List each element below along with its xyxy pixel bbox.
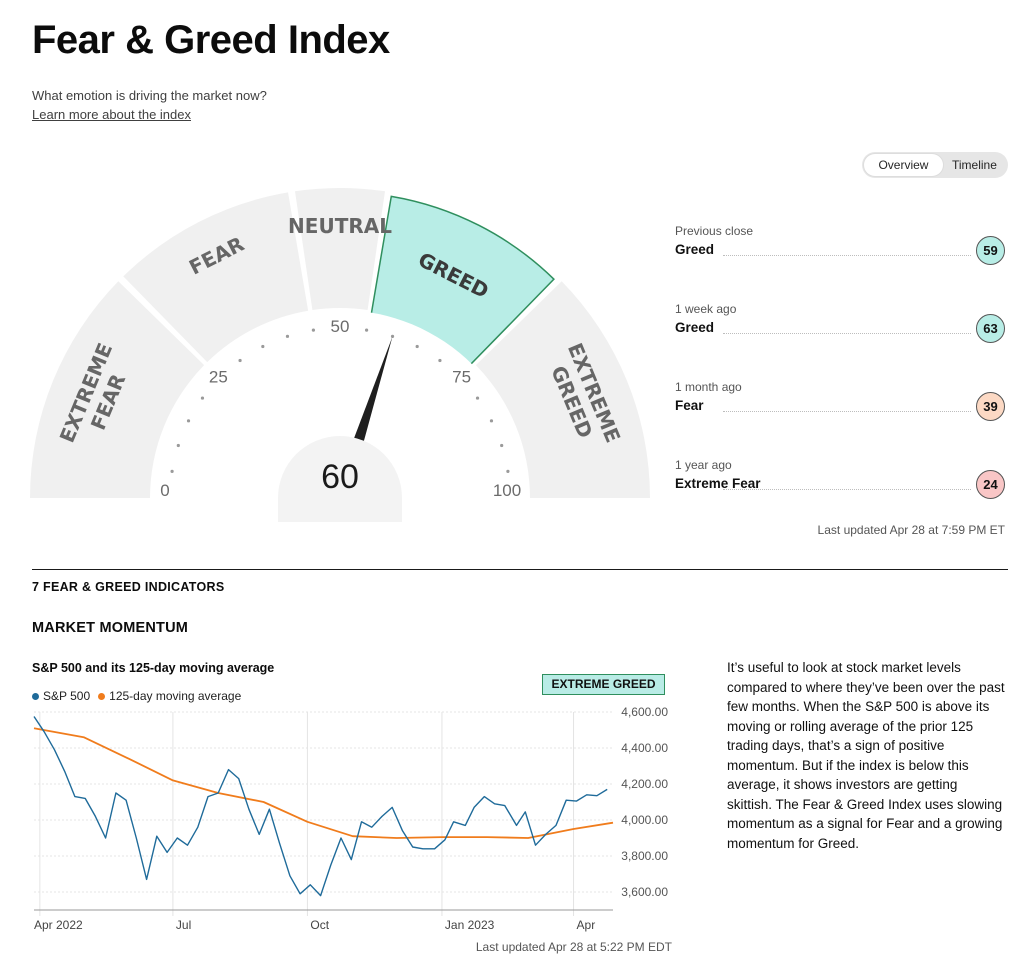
history-previous-close: Previous close Greed 59 — [675, 224, 1005, 265]
history-score-badge: 39 — [976, 392, 1005, 421]
legend-dot-icon — [98, 693, 106, 701]
y-tick-label: 4,000.00 — [621, 813, 668, 827]
gauge-tick-dot — [489, 419, 494, 423]
series-line-125-day-moving-average — [33, 727, 614, 839]
section-divider — [32, 569, 1008, 570]
gauge-tick-dot — [415, 344, 419, 349]
history-label: Greed — [675, 320, 715, 335]
gauge-hub-base — [278, 498, 402, 522]
gauge-segment-extreme-greed — [475, 281, 650, 498]
chart-legend: S&P 500 125-day moving average — [32, 689, 241, 703]
gauge-segment-fear — [123, 192, 309, 363]
history-label: Fear — [675, 398, 704, 413]
gauge-tick-dot — [475, 396, 480, 400]
x-tick-label: Jul — [176, 918, 191, 932]
gauge-tick-dot — [438, 358, 442, 363]
overview-tab[interactable]: Overview — [864, 154, 943, 176]
fear-greed-gauge: EXTREMEFEARFEARNEUTRALGREEDEXTREMEGREED0… — [30, 188, 650, 522]
y-tick-label: 4,200.00 — [621, 777, 668, 791]
momentum-rating-badge: EXTREME GREED — [542, 674, 665, 695]
history-1-year-ago: 1 year ago Extreme Fear 24 — [675, 458, 1005, 499]
gauge-segment-label: NEUTRAL — [288, 214, 392, 238]
dotted-leader — [723, 411, 971, 412]
gauge-value: 60 — [321, 458, 359, 496]
gauge-tick-label: 50 — [331, 317, 350, 336]
history-label: Greed — [675, 242, 715, 257]
last-updated-top: Last updated Apr 28 at 7:59 PM ET — [817, 523, 1005, 537]
gauge-tick-label: 75 — [452, 367, 471, 386]
y-tick-label: 4,400.00 — [621, 741, 668, 755]
x-tick-label: Oct — [310, 918, 329, 932]
history-score-badge: 63 — [976, 314, 1005, 343]
legend-item-sp500: S&P 500 — [32, 689, 90, 703]
market-momentum-title: MARKET MOMENTUM — [32, 620, 189, 636]
dotted-leader — [723, 255, 971, 256]
gauge-tick-dot — [176, 443, 180, 448]
history-when: 1 week ago — [675, 302, 737, 316]
timeline-tab[interactable]: Timeline — [951, 158, 997, 172]
y-tick-label: 3,600.00 — [621, 885, 668, 899]
gauge-tick-dot — [500, 443, 504, 448]
x-tick-label: Apr 2022 — [34, 918, 83, 932]
gauge-tick-dot — [170, 469, 174, 474]
gauge-inner-face — [152, 310, 528, 498]
gauge-tick-label: 0 — [160, 481, 169, 500]
gauge-hub — [278, 436, 402, 498]
chart-title: S&P 500 and its 125-day moving average — [32, 661, 275, 675]
y-tick-label: 3,800.00 — [621, 849, 668, 863]
gauge-tick-dot — [364, 328, 369, 332]
learn-more-link[interactable]: Learn more about the index — [32, 107, 191, 122]
history-score-badge: 59 — [976, 236, 1005, 265]
x-tick-label: Jan 2023 — [445, 918, 495, 932]
gauge-tick-dot — [506, 469, 510, 474]
gauge-tick-dot — [186, 419, 191, 423]
y-tick-label: 4,600.00 — [621, 705, 668, 719]
history-label: Extreme Fear — [675, 476, 761, 491]
gauge-tick-dot — [311, 328, 316, 332]
gauge-tick-dot — [261, 344, 265, 349]
dotted-leader — [723, 489, 971, 490]
chart-last-updated: Last updated Apr 28 at 5:22 PM EDT — [475, 940, 672, 954]
history-score-badge: 24 — [976, 470, 1005, 499]
history-when: Previous close — [675, 224, 754, 238]
momentum-description: It’s useful to look at stock market leve… — [727, 660, 1005, 851]
legend-item-moving-average: 125-day moving average — [98, 689, 241, 703]
indicators-section-title: 7 FEAR & GREED INDICATORS — [32, 580, 225, 594]
gauge-segment-extreme-fear — [30, 281, 205, 498]
history-1-week-ago: 1 week ago Greed 63 — [675, 302, 1005, 343]
gauge-tick-dot — [285, 334, 290, 338]
x-tick-label: Apr — [577, 918, 596, 932]
market-momentum-chart: 3,600.00 3,800.00 4,000.00 4,200.00 4,400.00… — [33, 705, 668, 932]
history-when: 1 year ago — [675, 458, 732, 472]
gauge-tick-dot — [390, 334, 395, 338]
legend-label: 125-day moving average — [109, 689, 242, 703]
view-toggle: Overview Timeline — [862, 152, 1008, 178]
gauge-tick-label: 100 — [493, 481, 521, 500]
page-title: Fear & Greed Index — [32, 18, 390, 62]
legend-dot-icon — [32, 693, 39, 701]
history-1-month-ago: 1 month ago Fear 39 — [675, 380, 1005, 421]
gauge-tick-dot — [238, 358, 242, 363]
series-line-s-p-500 — [33, 716, 608, 897]
page-subtitle: What emotion is driving the market now? — [32, 88, 267, 103]
gauge-segment-neutral — [294, 188, 386, 311]
history-when: 1 month ago — [675, 380, 742, 394]
gauge-tick-dot — [200, 396, 205, 400]
gauge-tick-label: 25 — [209, 367, 228, 386]
legend-label: S&P 500 — [43, 689, 91, 703]
dotted-leader — [723, 333, 971, 334]
